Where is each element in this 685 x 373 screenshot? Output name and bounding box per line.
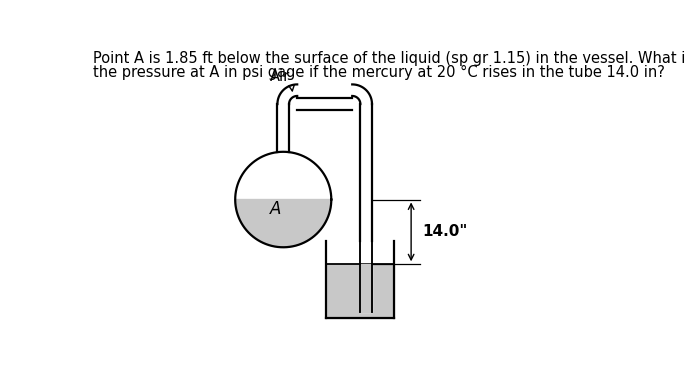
Text: A: A xyxy=(270,200,281,218)
Polygon shape xyxy=(352,84,372,104)
Text: Air: Air xyxy=(270,69,290,84)
Text: the pressure at A in psi gage if the mercury at 20 °C rises in the tube 14.0 in?: the pressure at A in psi gage if the mer… xyxy=(93,65,665,80)
Polygon shape xyxy=(235,200,332,247)
Text: 14.0": 14.0" xyxy=(423,225,468,239)
Text: Point A is 1.85 ft below the surface of the liquid (sp gr 1.15) in the vessel. W: Point A is 1.85 ft below the surface of … xyxy=(93,51,685,66)
Polygon shape xyxy=(277,84,297,104)
